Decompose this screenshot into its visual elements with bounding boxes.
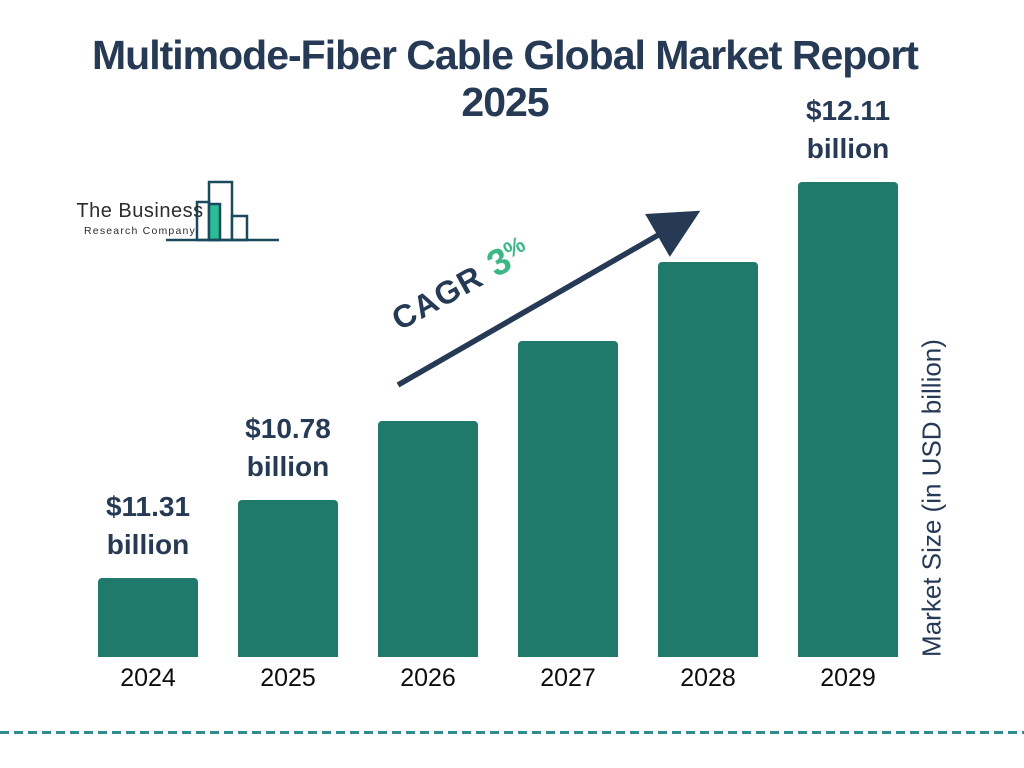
year-label-2029: 2029 [820, 664, 876, 692]
bar-column-2028 [658, 262, 758, 657]
title-line-2: 2025 [461, 79, 549, 125]
logo-text-line-1: The Business [76, 200, 204, 222]
bar-group-2025: $10.78 billion 2025 [238, 0, 338, 692]
bar-group-2024: $11.31 billion 2024 [98, 0, 198, 692]
bar-unit-2025: billion [246, 451, 330, 482]
year-label-2026: 2026 [400, 664, 456, 692]
y-axis-title: Market Size (in USD billion) [916, 339, 947, 657]
bar-unit-2024: billion [106, 529, 190, 560]
bar-value-label-2025: $10.78 billion [193, 410, 383, 486]
year-label-2028: 2028 [680, 664, 736, 692]
bar-column-2024 [98, 578, 198, 657]
bar-group-2029: $12.11 billion 2029 [798, 0, 898, 692]
year-label-2024: 2024 [120, 664, 176, 692]
year-label-2025: 2025 [260, 664, 316, 692]
bar-group-2028: 2028 [658, 0, 758, 692]
bar-value-2024: $11.31 [105, 491, 191, 522]
bottom-dashed-divider [0, 731, 1024, 734]
bar-group-2026: 2026 [378, 0, 478, 692]
bar-column-2025 [238, 500, 338, 657]
bar-column-2029 [798, 182, 898, 657]
title-line-1: Multimode-Fiber Cable Global Market Repo… [92, 32, 919, 78]
bar-group-2027: 2027 [518, 0, 618, 692]
year-label-2027: 2027 [540, 664, 596, 692]
bar-value-2025: $10.78 [245, 413, 331, 444]
bar-chart: $11.31 billion 2024 $10.78 billion 2025 … [98, 0, 898, 692]
bar-column-2026 [378, 421, 478, 657]
page-title: Multimode-Fiber Cable Global Market Repo… [0, 32, 1010, 126]
bar-unit-2029: billion [806, 133, 890, 164]
bar-value-2029: $12.11 [805, 95, 891, 126]
bar-column-2027 [518, 341, 618, 657]
logo-bar-chart-icon [166, 180, 279, 242]
logo-text: The Business Research Company [76, 200, 204, 237]
bar-value-label-2024: $11.31 billion [53, 488, 243, 564]
bar-value-label-2029: $12.11 billion [753, 92, 943, 168]
brand-logo: The Business Research Company [70, 168, 290, 253]
logo-text-line-2: Research Company [84, 225, 196, 237]
